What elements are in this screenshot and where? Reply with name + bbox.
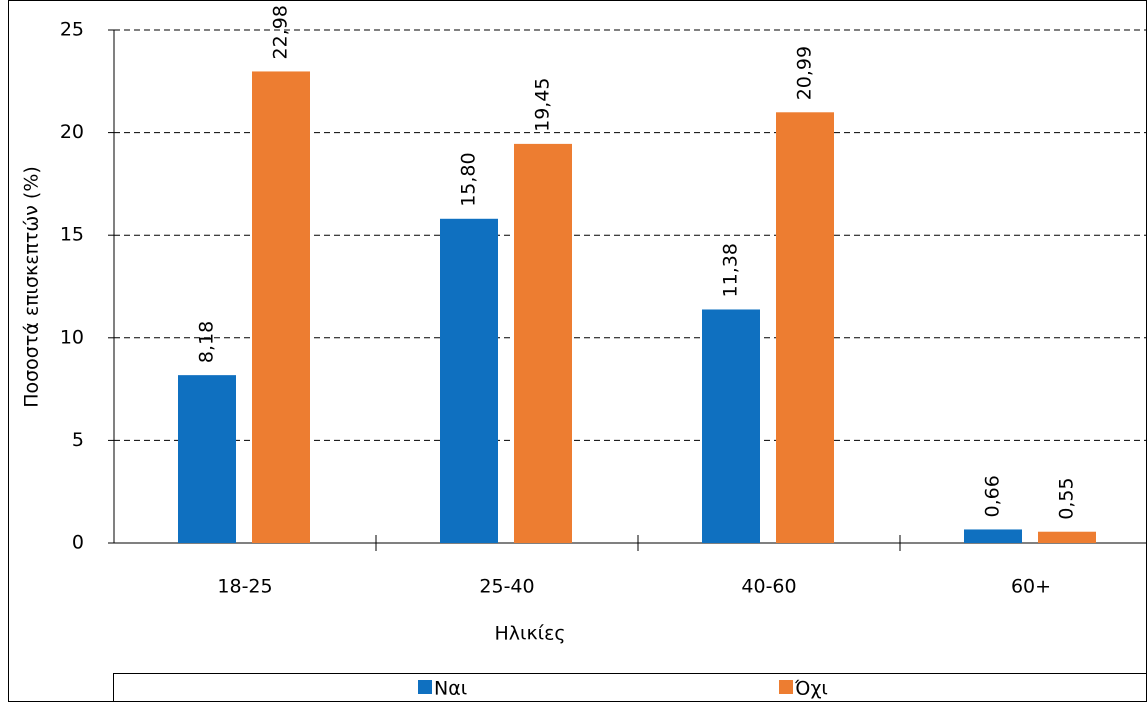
- data-label: 20,99: [794, 46, 816, 100]
- bar: [514, 143, 572, 544]
- y-tick-label: 25: [60, 19, 84, 41]
- bar: [440, 218, 498, 543]
- legend-label: Ναι: [434, 678, 467, 700]
- x-tick-label: 60+: [1011, 576, 1051, 598]
- x-tick-label: 18-25: [217, 576, 272, 598]
- bar: [776, 112, 834, 543]
- bar: [178, 375, 236, 543]
- chart-border: [8, 0, 1147, 702]
- data-label: 0,66: [982, 475, 1004, 517]
- legend-box: [113, 673, 1147, 702]
- legend-swatch: [779, 680, 793, 694]
- x-axis-label: Ηλικίες: [494, 623, 565, 645]
- data-label: 0,55: [1056, 477, 1078, 519]
- y-tick-label: 15: [60, 224, 84, 246]
- bar: [964, 529, 1022, 543]
- data-label: 15,80: [458, 152, 480, 206]
- data-label: 11,38: [720, 243, 742, 297]
- y-tick-label: 10: [60, 326, 84, 348]
- y-tick-label: 5: [72, 429, 84, 451]
- data-label: 22,98: [270, 5, 292, 59]
- legend-label: Όχι: [794, 678, 828, 700]
- bar: [252, 71, 310, 543]
- bar: [1038, 531, 1096, 543]
- legend-swatch: [418, 680, 432, 694]
- data-label: 8,18: [196, 321, 218, 363]
- x-tick-label: 25-40: [479, 576, 534, 598]
- y-tick-label: 20: [60, 121, 84, 143]
- bar: [702, 309, 760, 543]
- y-axis-label: Ποσοστά επισκεπτών (%): [21, 166, 43, 408]
- data-label: 19,45: [532, 77, 554, 131]
- x-tick-label: 40-60: [741, 576, 796, 598]
- y-tick-label: 0: [72, 532, 84, 554]
